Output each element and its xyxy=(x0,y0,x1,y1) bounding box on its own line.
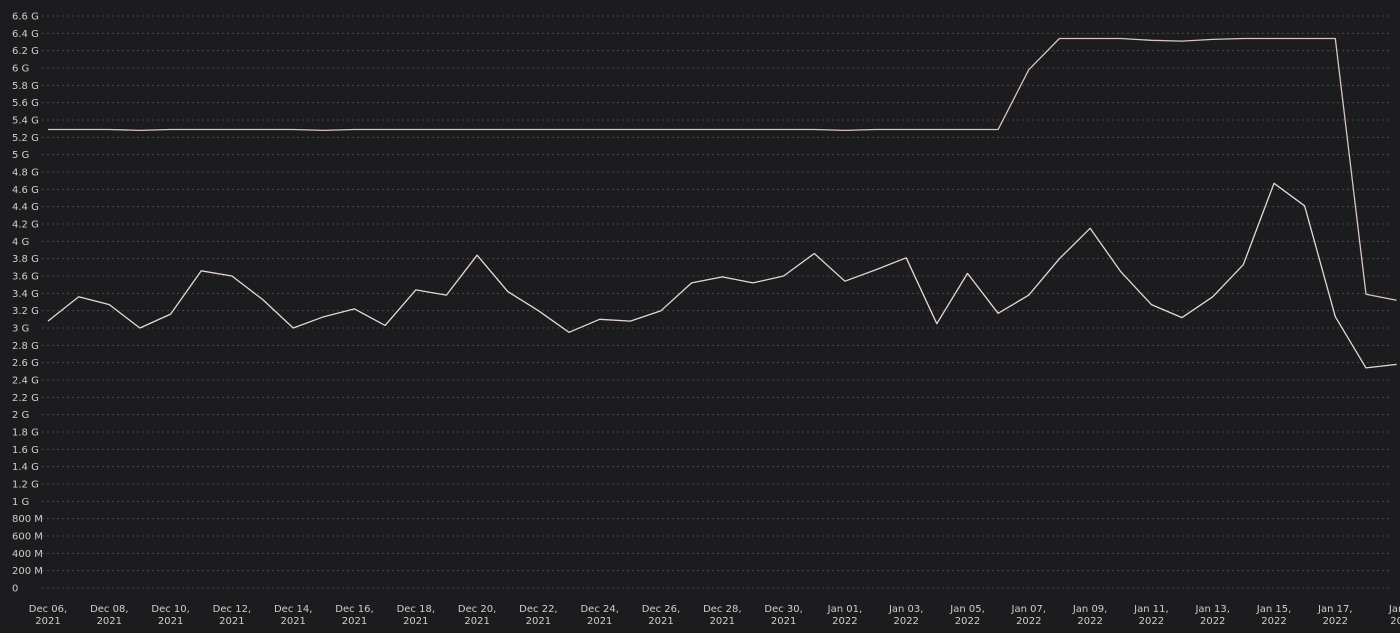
y-tick-label: 5.4 G xyxy=(12,116,39,127)
x-tick-label: Jan 11, 2022 xyxy=(1133,604,1169,627)
x-tick-label: Dec 26, 2021 xyxy=(642,604,680,627)
y-tick-label: 600 M xyxy=(12,532,43,543)
y-tick-label: 6.4 G xyxy=(12,29,39,40)
x-tick-label: Jan 01, 2022 xyxy=(827,604,863,627)
x-tick-label: Dec 06, 2021 xyxy=(29,604,67,627)
y-tick-label: 4.4 G xyxy=(12,202,39,213)
y-tick-label: 4.8 G xyxy=(12,168,39,179)
y-tick-label: 4.2 G xyxy=(12,220,39,231)
y-tick-label: 6 G xyxy=(12,64,29,75)
y-tick-label: 3.6 G xyxy=(12,272,39,283)
y-tick-label: 1.8 G xyxy=(12,428,39,439)
y-tick-label: 5.6 G xyxy=(12,98,39,109)
x-tick-label: Jan20 xyxy=(1388,604,1400,627)
y-tick-label: 400 M xyxy=(12,549,43,560)
y-tick-label: 5 G xyxy=(12,150,29,161)
x-tick-label: Dec 14, 2021 xyxy=(274,604,312,627)
y-tick-label: 1.4 G xyxy=(12,462,39,473)
x-tick-label: Dec 10, 2021 xyxy=(151,604,189,627)
x-tick-label: Jan 03, 2022 xyxy=(888,604,924,627)
series-lines xyxy=(47,37,1397,369)
y-tick-label: 2.8 G xyxy=(12,341,39,352)
y-tick-label: 3 G xyxy=(12,324,29,335)
x-tick-label: Dec 16, 2021 xyxy=(335,604,373,627)
y-tick-label: 800 M xyxy=(12,514,43,525)
y-tick-label: 1.2 G xyxy=(12,480,39,491)
y-tick-label: 5.8 G xyxy=(12,81,39,92)
x-tick-label: Dec 18, 2021 xyxy=(397,604,435,627)
y-tick-label: 1.6 G xyxy=(12,445,39,456)
x-tick-label: Jan 07, 2022 xyxy=(1011,604,1047,627)
y-tick-label: 5.2 G xyxy=(12,133,39,144)
y-tick-label: 2.4 G xyxy=(12,376,39,387)
x-tick-label: Jan 05, 2022 xyxy=(949,604,985,627)
y-tick-label: 0 xyxy=(12,584,18,595)
series-line-2 xyxy=(47,182,1397,369)
series-line-1 xyxy=(48,37,1397,301)
x-tick-label: Jan 17, 2022 xyxy=(1317,604,1353,627)
y-tick-label: 200 M xyxy=(12,566,43,577)
y-tick-label: 3.4 G xyxy=(12,289,39,300)
y-tick-label: 3.2 G xyxy=(12,306,39,317)
y-tick-label: 2.6 G xyxy=(12,358,39,369)
y-tick-label: 1 G xyxy=(12,497,29,508)
x-tick-label: Dec 12, 2021 xyxy=(213,604,251,627)
x-tick-label: Dec 08, 2021 xyxy=(90,604,128,627)
x-tick-label: Jan 13, 2022 xyxy=(1194,604,1230,627)
y-tick-label: 4 G xyxy=(12,237,29,248)
x-tick-label: Dec 22, 2021 xyxy=(519,604,557,627)
y-axis-tick-labels: 6.6 G 6.4 G 6.2 G 6 G 5.8 G 5.6 G 5.4 G 5.2 G 5 … xyxy=(12,12,43,595)
x-tick-label: Dec 30, 2021 xyxy=(764,604,802,627)
y-tick-label: 6.2 G xyxy=(12,46,39,57)
x-axis-tick-labels: Dec 06, 2021 Dec 08, 2021 Dec 10, 2021 Dec 12,… xyxy=(29,604,1400,627)
y-tick-label: 4.6 G xyxy=(12,185,39,196)
x-tick-label: Jan 15, 2022 xyxy=(1256,604,1292,627)
grid-lines xyxy=(42,15,1390,589)
x-tick-label: Dec 24, 2021 xyxy=(580,604,618,627)
x-tick-label: Jan 09, 2022 xyxy=(1072,604,1108,627)
y-tick-label: 2 G xyxy=(12,410,29,421)
y-tick-label: 3.8 G xyxy=(12,254,39,265)
x-tick-label: Dec 20, 2021 xyxy=(458,604,496,627)
y-tick-label: 2.2 G xyxy=(12,393,39,404)
y-tick-label: 6.6 G xyxy=(12,12,39,23)
x-tick-label: Dec 28, 2021 xyxy=(703,604,741,627)
